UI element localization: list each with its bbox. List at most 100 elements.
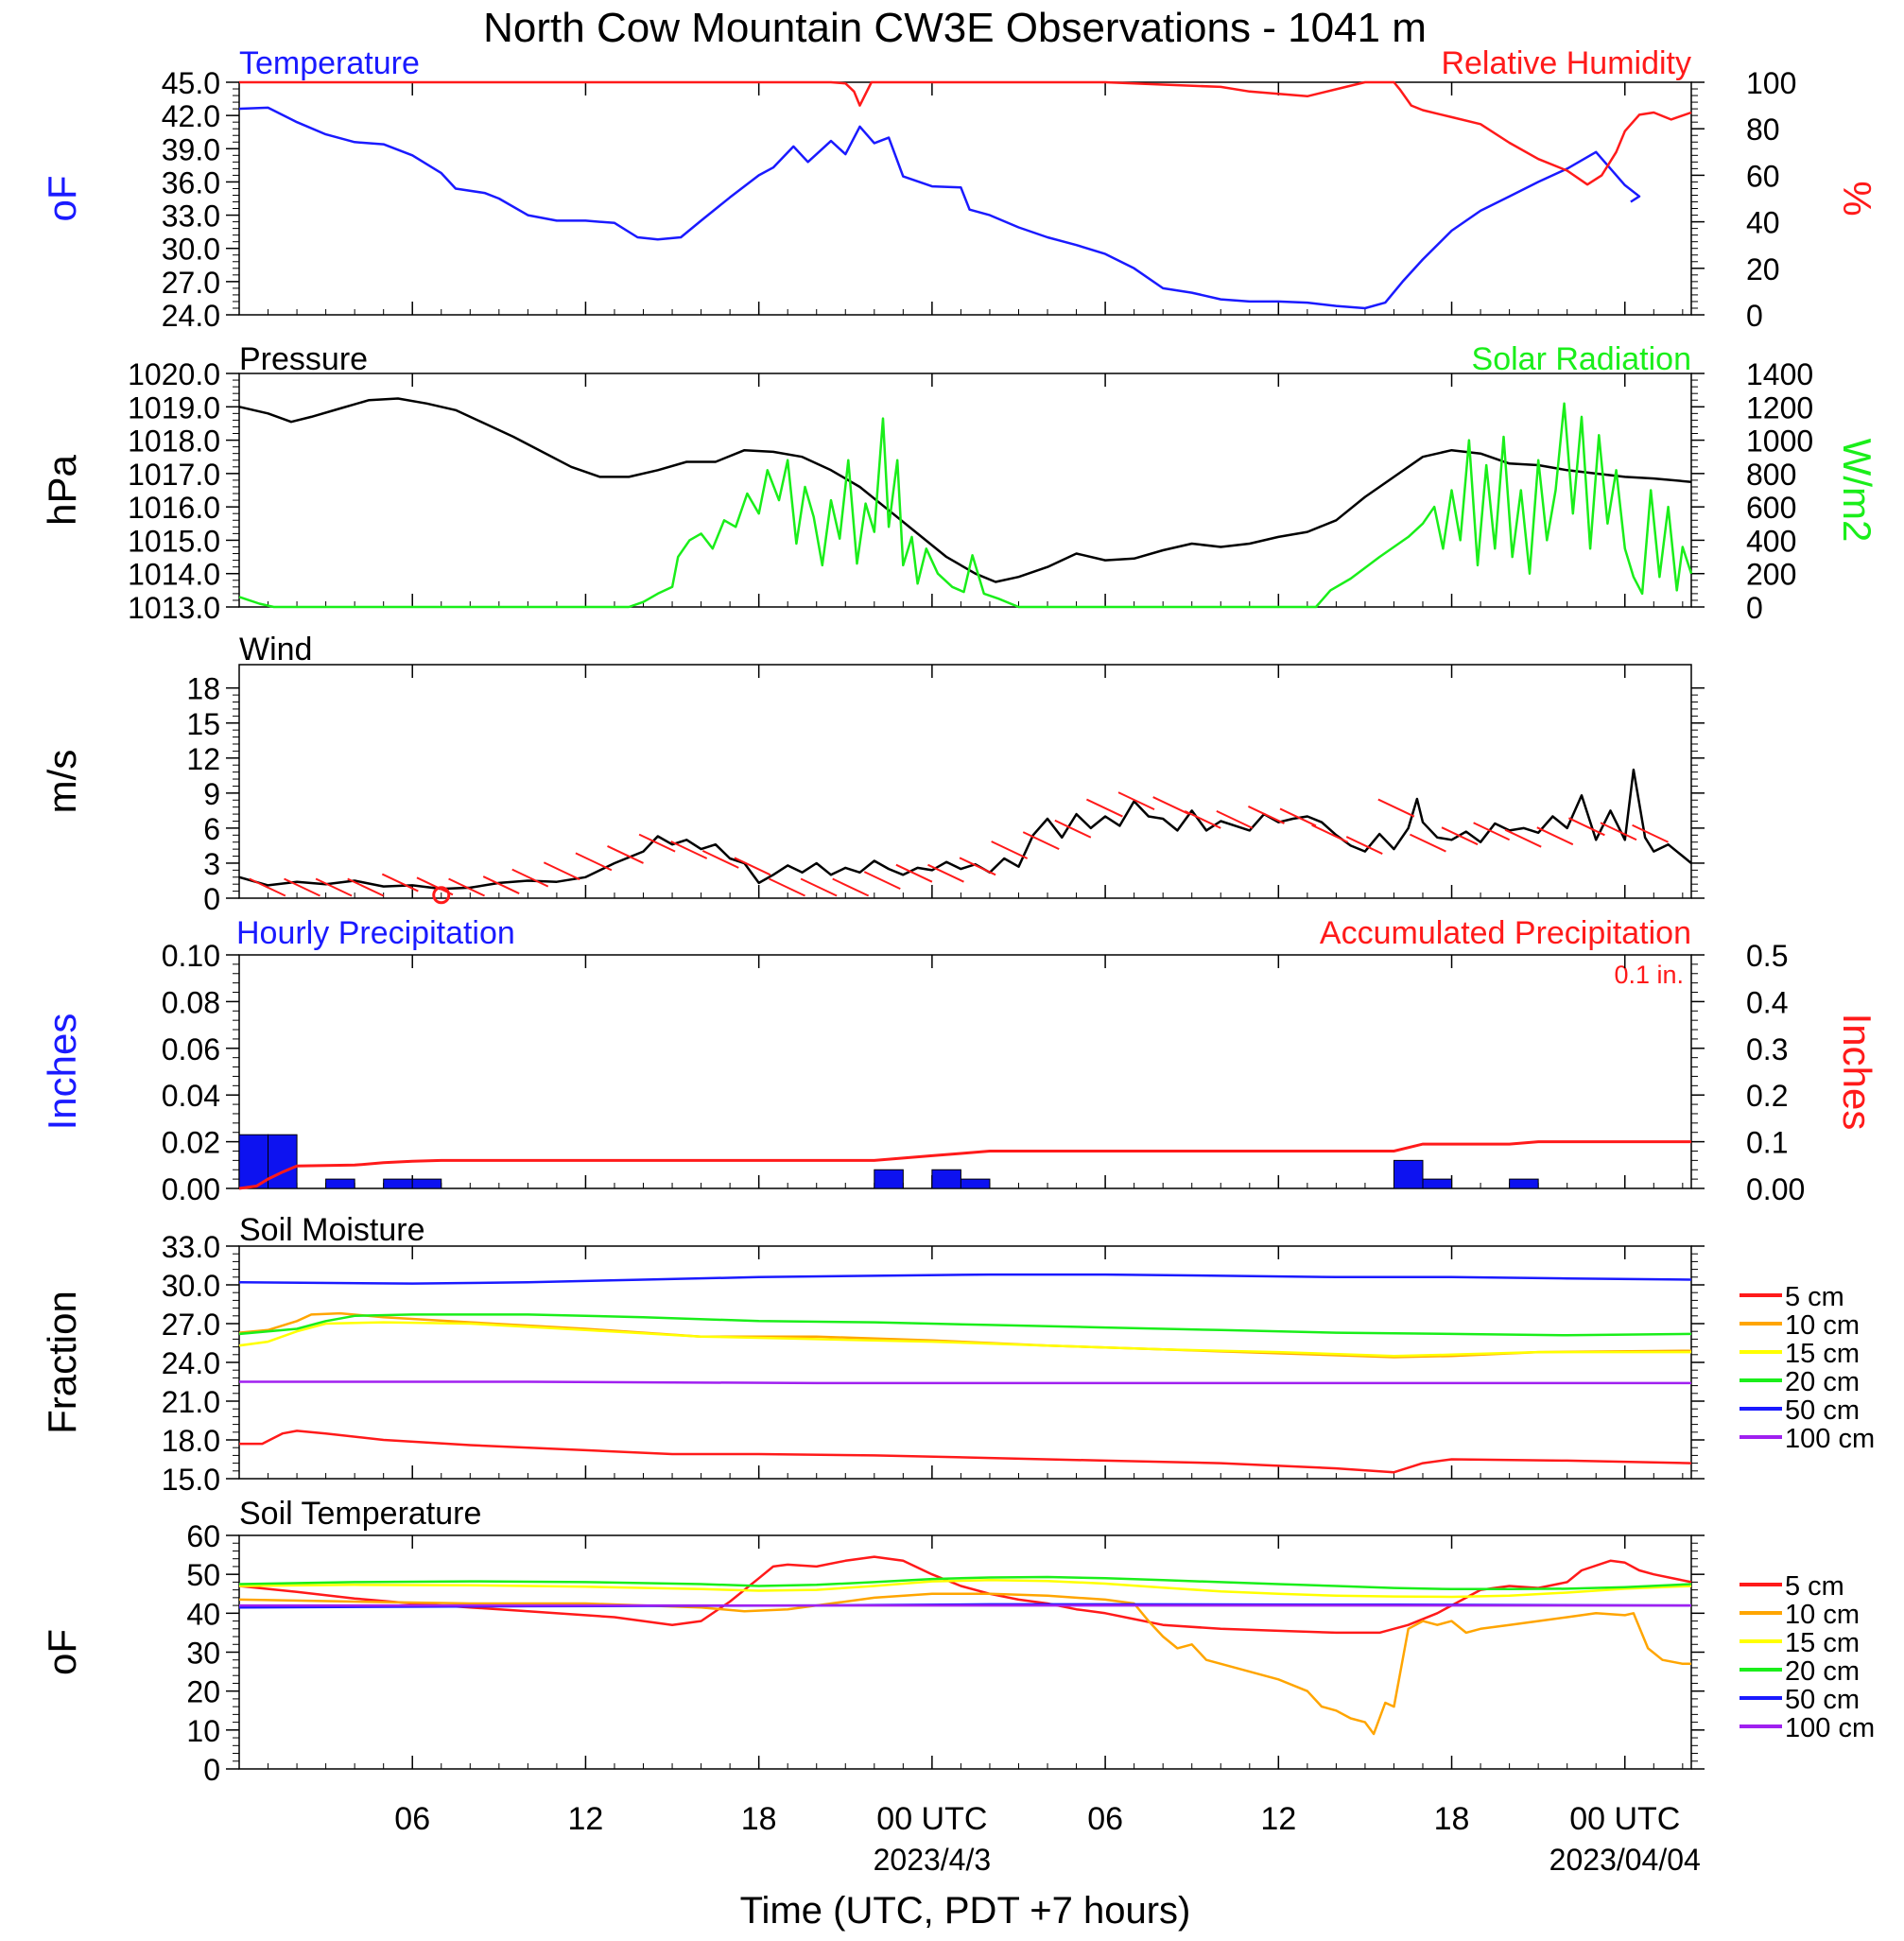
soil-temp-title: Soil Temperature (239, 1496, 481, 1532)
x-tick-label: 00 UTC (876, 1801, 987, 1837)
hourly-precip-bar (1422, 1178, 1453, 1189)
precip-total-label: 0.1 in. (1614, 961, 1684, 989)
soil_temperature-ytick-label: 30 (186, 1637, 220, 1671)
soil_temperature-ytick-label: 50 (186, 1558, 220, 1592)
soil_temperature-legend-label: 100 cm (1785, 1713, 1875, 1743)
pressure_solar-y2tick-label: 400 (1746, 524, 1796, 558)
precip-y2tick-label: 0.3 (1746, 1032, 1788, 1066)
pressure_solar-ytick-label: 1019.0 (128, 390, 220, 425)
temp_rh-ytick-label: 42.0 (162, 99, 220, 133)
temp_rh-ytick-label: 45.0 (162, 66, 220, 100)
wind-barb (1085, 798, 1123, 818)
x-axis-ticks: 06 12 18 00 UTC 2023/4/3 06 12 18 00 UTC 2023/04/… (394, 1801, 1701, 1877)
temp_rh-ytick-label: 33.0 (162, 199, 220, 234)
soil_moisture-series-line (238, 1273, 1692, 1285)
soil_temperature-ytick-label: 20 (186, 1675, 220, 1709)
wind-barb (1473, 822, 1511, 841)
wind-barb (1504, 828, 1542, 848)
temp_rh-ytick-label: 39.0 (162, 132, 220, 166)
wind-barb (1600, 822, 1637, 841)
soil_moisture-series-line (238, 1321, 1691, 1358)
soil_temperature-ytick-label: 0 (203, 1753, 220, 1787)
precip-ylabel: Inches (40, 1014, 84, 1131)
x-tick-label: 18 (741, 1801, 777, 1837)
precip-y2tick-label: 0.5 (1746, 939, 1788, 973)
temp_rh-ytick-label: 24.0 (162, 299, 220, 333)
precip-y2tick-label: 0.00 (1746, 1172, 1805, 1206)
wind-barb (347, 877, 385, 897)
wind-ytick-label: 6 (203, 812, 220, 846)
panel-temp-rh: Temperature Relative Humidity 24.027.030… (40, 45, 1879, 333)
soil_temperature-ytick-label: 60 (186, 1519, 220, 1553)
soil_temperature-series-line (238, 1592, 1691, 1736)
hourly-precip-bar (874, 1169, 904, 1189)
soil_temperature-series-line (238, 1579, 1692, 1599)
wind-barb (575, 852, 613, 872)
soil_moisture-series-line (239, 1380, 1691, 1385)
soil_temperature-frame (238, 1534, 1692, 1770)
precip-ytick-label: 0.00 (162, 1172, 220, 1206)
temp_rh-y2tick-label: 80 (1746, 113, 1780, 147)
temp_rh-series-line (238, 106, 1641, 310)
wind-barb (1410, 833, 1446, 853)
soil_moisture-ytick-label: 30.0 (162, 1269, 220, 1303)
temp_rh-series-line (239, 80, 1692, 186)
wind-barb (381, 873, 419, 893)
wind-barb (1184, 809, 1221, 829)
wind-barb (315, 877, 353, 897)
accum-precip-line (238, 1140, 1691, 1190)
wind-barb (1022, 831, 1060, 851)
wind-barb (1279, 807, 1317, 827)
soil_temperature-legend-label: 50 cm (1785, 1685, 1860, 1715)
precip-y2label: Inches (1835, 1014, 1879, 1131)
hourly-precip-bar (411, 1178, 442, 1189)
wind-ytick-label: 9 (203, 777, 220, 811)
soil_moisture-legend-label: 10 cm (1785, 1310, 1860, 1341)
pressure_solar-y2label: W/m2 (1835, 439, 1879, 543)
panel-soil-moisture: Soil Moisture 15.0 18.0 21.0 24.0 27.0 30.0 33… (40, 1212, 1875, 1497)
hourly-precip-bar (325, 1178, 355, 1189)
precip-ytick-label: 0.02 (162, 1126, 220, 1160)
temp_rh-y2tick-label: 100 (1746, 66, 1796, 100)
x-axis-label: Time (UTC, PDT +7 hours) (740, 1890, 1191, 1932)
soil_temperature-ytick-label: 40 (186, 1597, 220, 1631)
pressure_solar-ytick-label: 1013.0 (128, 591, 220, 625)
soil_temperature-legend-label: 15 cm (1785, 1628, 1860, 1658)
temp_rh-ytick-label: 36.0 (162, 165, 220, 199)
wind-barb (769, 877, 805, 897)
temp_rh-y2tick-label: 40 (1746, 206, 1780, 240)
wind-barb (670, 841, 708, 859)
pressure_solar-ytick-label: 1020.0 (128, 357, 220, 391)
soil_moisture-series-line (238, 1313, 1692, 1337)
temp_rh-y2label: % (1835, 181, 1879, 216)
wind-ytick-label: 18 (186, 672, 220, 706)
pressure_solar-series-line (238, 402, 1693, 609)
wind-series-line (238, 768, 1692, 891)
x-tick-label: 00 UTC (1569, 1801, 1680, 1837)
pressure_solar-frame (238, 373, 1692, 608)
pressure_solar-y2tick-label: 0 (1746, 591, 1763, 625)
wind-barb (991, 841, 1029, 859)
wind-barb (863, 871, 901, 891)
soil_moisture-ytick-label: 18.0 (162, 1424, 220, 1458)
wind-ytick-label: 15 (186, 707, 220, 741)
pressure_solar-ytick-label: 1014.0 (128, 558, 220, 592)
wind-barb (543, 861, 580, 881)
wind-barb (1216, 809, 1254, 829)
hourly-precip-bar (960, 1178, 991, 1189)
precip-y2tick-label: 0.4 (1746, 985, 1788, 1019)
pressure-title: Pressure (239, 341, 368, 377)
wind-barb (448, 877, 485, 897)
x-tick-label: 06 (1087, 1801, 1123, 1837)
precip-ytick-label: 0.10 (162, 939, 220, 973)
soil_moisture-ylabel: Fraction (40, 1291, 84, 1434)
soil_moisture-series-line (239, 1430, 1692, 1474)
rh-title: Relative Humidity (1441, 45, 1691, 81)
temp_rh-ylabel: oF (40, 175, 84, 221)
x-tick-date-label: 2023/4/3 (874, 1843, 992, 1877)
soil_temperature-series-line (238, 1555, 1692, 1635)
hourly-precip-bar (268, 1134, 298, 1189)
